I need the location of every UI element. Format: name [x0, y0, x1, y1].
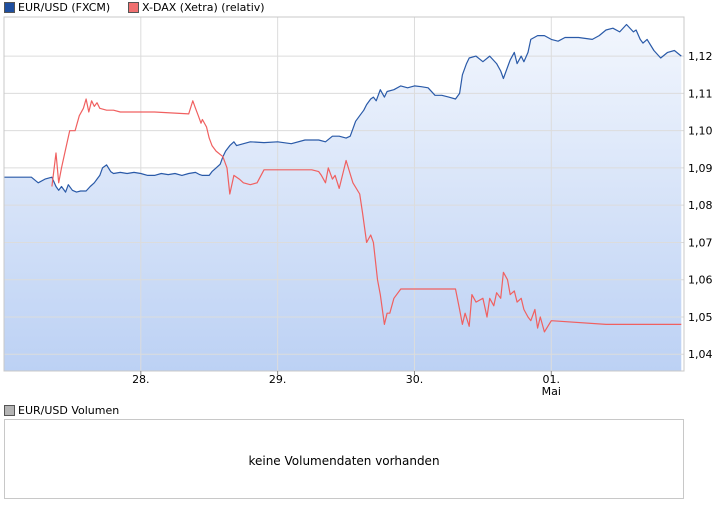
x-tick-label: 30.	[406, 373, 424, 386]
legend-series1: EUR/USD (FXCM)	[4, 1, 110, 14]
x-tick-label: 01.	[543, 373, 561, 386]
series-line-1	[4, 23, 682, 193]
y-axis: 1,04 1,05 1,06 1,07 1,08 1,09 1,10 1,11 1,12	[688, 50, 713, 361]
plot-frame	[3, 16, 685, 372]
series-area-1	[4, 24, 682, 371]
legend-series2: X-DAX (Xetra) (relativ)	[128, 1, 265, 14]
x-tick-label: 28.	[132, 373, 150, 386]
grid-layer	[4, 17, 684, 371]
y-tick-label: 1,11	[688, 87, 713, 100]
y-tick-label: 1,05	[688, 311, 713, 324]
legend-label-series2: X-DAX (Xetra) (relativ)	[142, 1, 265, 14]
volume-panel: keine Volumendaten vorhanden	[4, 419, 684, 499]
y-tick-label: 1,12	[688, 50, 713, 63]
y-tick-label: 1,10	[688, 125, 713, 138]
series-line-layer	[4, 23, 682, 333]
price-chart: 1,04 1,05 1,06 1,07 1,08 1,09 1,10 1,11 1,12 28.…	[3, 16, 713, 398]
volume-empty-message: keine Volumendaten vorhanden	[248, 454, 440, 468]
legend-label-series1: EUR/USD (FXCM)	[18, 1, 111, 14]
y-tick-label: 1,08	[688, 199, 713, 212]
y-tick-label: 1,04	[688, 348, 713, 361]
y-tick-label: 1,07	[688, 236, 713, 249]
legend-swatch-volume	[4, 405, 15, 416]
x-tick-label: 29.	[269, 373, 287, 386]
x-axis: 28. 29. 30. 01.Mai	[132, 371, 561, 398]
legend-swatch-series2	[128, 2, 139, 13]
y-tick-label: 1,06	[688, 274, 713, 287]
y-tick-label: 1,09	[688, 162, 713, 175]
legend-swatch-series1	[4, 2, 15, 13]
legend-volume: EUR/USD Volumen	[4, 404, 119, 417]
series-line-2	[51, 98, 682, 333]
x-tick-sublabel: Mai	[542, 385, 561, 398]
series-area-layer	[4, 24, 682, 371]
legend-label-volume: EUR/USD Volumen	[18, 404, 120, 417]
